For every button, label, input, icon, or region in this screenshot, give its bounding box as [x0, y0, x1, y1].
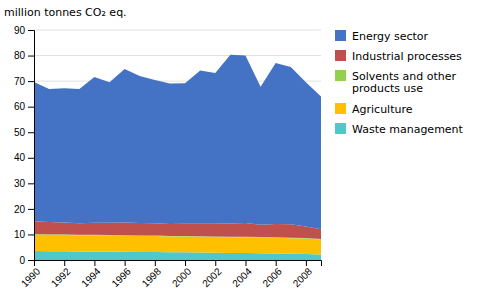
tick: 90: [14, 25, 34, 36]
tick-label: 2004: [230, 265, 254, 289]
tick-label: 70: [14, 76, 26, 87]
tick: 10: [14, 229, 34, 240]
tick-mark: [155, 260, 156, 266]
tick: 1998: [140, 260, 164, 289]
plot: 0102030405060708090199019921994199619982…: [14, 25, 322, 289]
tick: 2004: [230, 260, 254, 289]
tick-label: 60: [14, 101, 26, 112]
legend-label: Energy sector: [352, 30, 429, 43]
legend-swatch: [335, 123, 346, 134]
legend-label: Agriculture: [352, 103, 413, 116]
tick: 1992: [49, 260, 73, 289]
legend-swatch: [335, 50, 346, 61]
tick-mark: [34, 260, 35, 266]
tick-mark: [276, 260, 277, 266]
tick-label: 20: [14, 204, 26, 215]
tick-label: 1998: [140, 265, 164, 289]
tick-mark: [28, 260, 34, 261]
legend-item: Agriculture: [335, 103, 413, 116]
tick-label: 2000: [170, 265, 194, 289]
tick: 60: [14, 101, 34, 112]
tick-mark: [306, 260, 307, 266]
legend-item: Energy sector: [335, 30, 429, 43]
tick: 20: [14, 204, 34, 215]
tick-label: 2006: [260, 265, 284, 289]
tick-mark: [28, 234, 34, 235]
legend-item: Waste management: [335, 123, 464, 136]
x-axis: 1990199219941996 19982000200220042006 2008: [19, 260, 322, 289]
tick-mark: [28, 158, 34, 159]
tick-mark: [28, 107, 34, 108]
tick: 30: [14, 178, 34, 189]
grid-line: [34, 30, 321, 31]
tick: 1990: [19, 260, 43, 289]
tick: 1996: [109, 260, 133, 289]
tick-mark: [94, 260, 95, 266]
tick-mark: [185, 260, 186, 266]
tick: 70: [14, 76, 34, 87]
tick-mark: [245, 260, 246, 266]
tick-mark: [28, 30, 34, 31]
tick: 2002: [200, 260, 224, 289]
tick: 80: [14, 50, 34, 61]
area: [34, 55, 321, 230]
tick-mark: [28, 81, 34, 82]
tick-mark: [28, 183, 34, 184]
tick-label: 40: [14, 152, 26, 163]
tick: 0: [19, 255, 34, 266]
legend: Energy sector Industrial processes Solvent…: [335, 30, 464, 136]
axis-line: [35, 261, 322, 267]
legend-item: Industrial processes: [335, 50, 462, 63]
legend-swatch: [335, 70, 346, 81]
grid: [34, 30, 321, 260]
tick-label: 90: [14, 25, 26, 36]
tick-label: 10: [14, 229, 26, 240]
tick: 2008: [291, 260, 315, 289]
tick-mark: [125, 260, 126, 266]
tick: 40: [14, 152, 34, 163]
legend-label: Industrial processes: [352, 50, 462, 63]
legend-swatch: [335, 30, 346, 41]
tick-label: 1994: [79, 265, 103, 289]
tick-label: 2008: [291, 265, 315, 289]
area: [34, 234, 321, 254]
chart: 0102030405060708090199019921994199619982…: [0, 0, 493, 304]
legend-swatch: [335, 103, 346, 114]
tick-label: 0: [19, 255, 25, 266]
tick-label: 50: [14, 127, 26, 138]
tick: 50: [14, 127, 34, 138]
tick-mark: [215, 260, 216, 266]
grid-line: [34, 55, 321, 56]
tick-label: 30: [14, 178, 26, 189]
y-axis-label: million tonnes CO₂ eq.: [4, 6, 127, 19]
tick: 1994: [79, 260, 103, 289]
axis-line: [28, 31, 35, 261]
tick-label: 1996: [109, 265, 133, 289]
tick: 2006: [260, 260, 284, 289]
legend-label: Waste management: [352, 123, 464, 136]
legend-item: Solvents and otherproducts use: [335, 70, 457, 96]
tick-label: 80: [14, 50, 26, 61]
areas: [34, 55, 321, 260]
tick-label: 1990: [19, 265, 43, 289]
tick-label: 1992: [49, 265, 73, 289]
tick-mark: [28, 132, 34, 133]
y-axis: 0 10 20 30 40 50 60 70 80 90: [14, 25, 35, 266]
tick-label: 2002: [200, 265, 224, 289]
tick-mark: [28, 209, 34, 210]
legend-label: Solvents and otherproducts use: [352, 70, 457, 96]
tick: 2000: [170, 260, 194, 289]
tick-mark: [64, 260, 65, 266]
tick-mark: [28, 56, 34, 57]
